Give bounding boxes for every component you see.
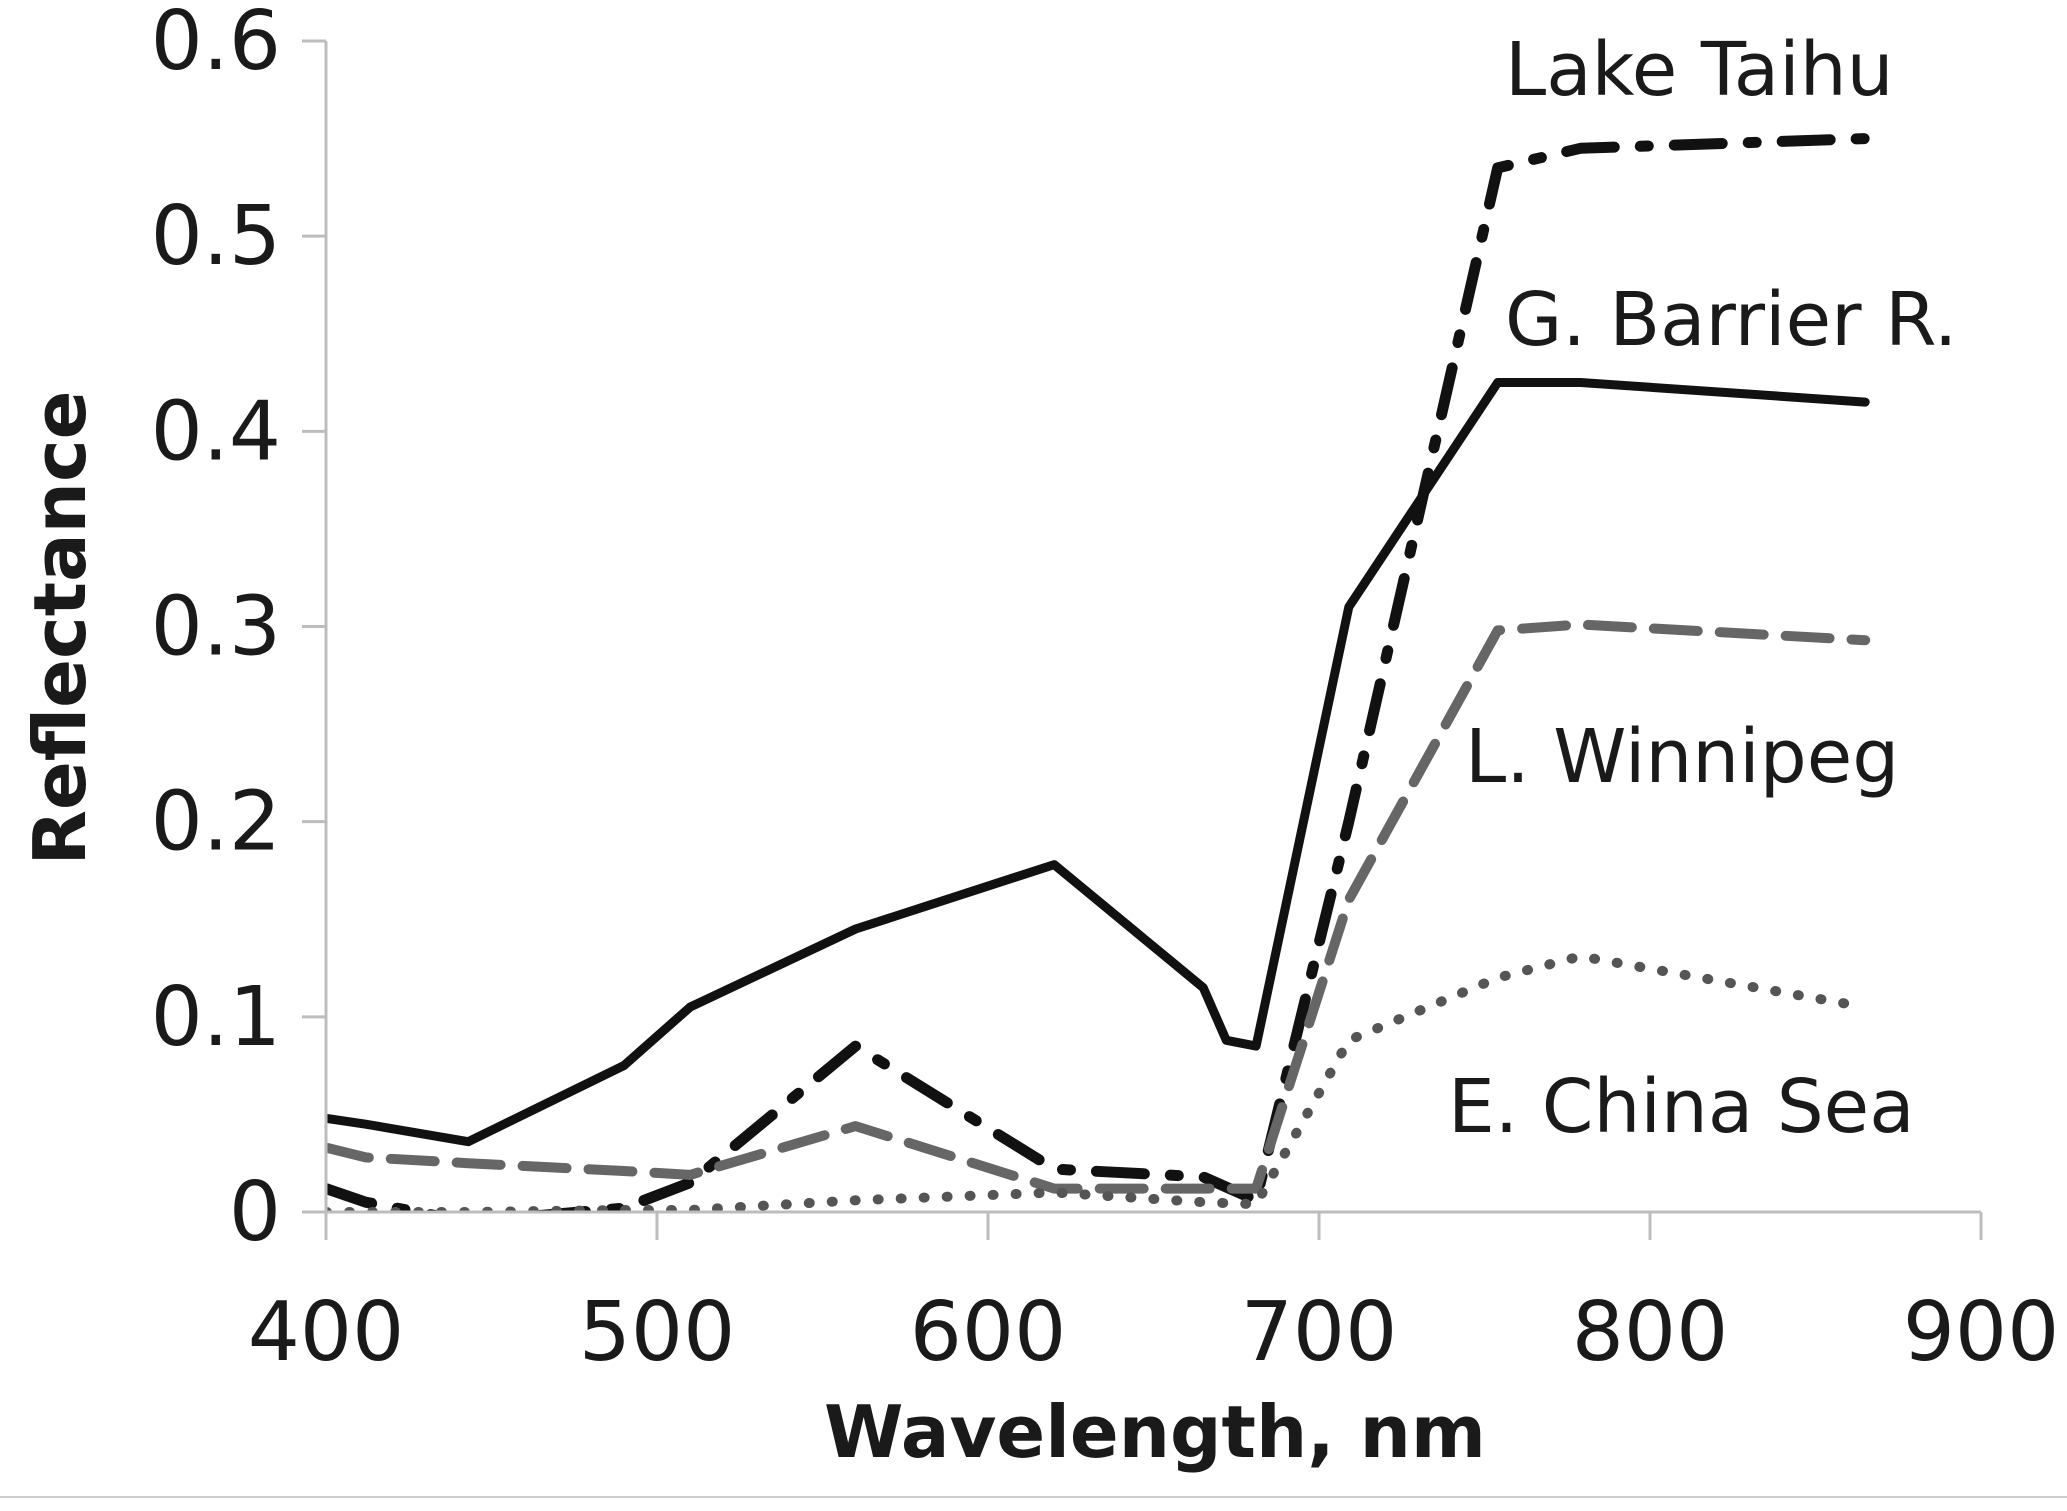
x-tick-label: 400	[248, 1285, 405, 1380]
y-tick-label: 0.5	[151, 189, 281, 284]
series-label: E. China Sea	[1448, 1064, 1915, 1150]
y-tick-label: 0.3	[151, 580, 281, 675]
y-tick-label: 0.2	[151, 775, 281, 870]
y-tick-label: 0.1	[151, 970, 281, 1065]
plot-series	[326, 133, 1871, 1212]
x-tick-label: 500	[579, 1285, 736, 1380]
y-tick-label: 0.4	[151, 384, 281, 479]
series-line-lake-taihu	[326, 133, 1871, 1212]
x-tick-label: 700	[1241, 1285, 1398, 1380]
series-label: Lake Taihu	[1505, 27, 1894, 113]
x-axis-title: Wavelength, nm	[824, 1390, 1486, 1474]
series-label: G. Barrier R.	[1505, 277, 1957, 363]
x-tick-label: 800	[1572, 1285, 1729, 1380]
series-labels: Lake Taihu G. Barrier R. L. Winnipeg E. Chi…	[1448, 27, 1957, 1150]
y-axis-title: Reflectance	[18, 391, 102, 866]
y-tick-label: 0.6	[151, 0, 281, 89]
series-line-l-winnipeg	[326, 619, 1871, 1194]
x-tick-label: 900	[1903, 1285, 2060, 1380]
x-ticks: 400 500 600 700 800 900	[248, 1212, 2060, 1380]
y-tick-label: 0	[229, 1165, 281, 1260]
x-tick-label: 600	[910, 1285, 1067, 1380]
axes: 0 0.1 0.2 0.3 0.4 0.5 0.6 400 500 600 700 800 900	[151, 0, 2060, 1380]
y-ticks: 0 0.1 0.2 0.3 0.4 0.5 0.6	[151, 0, 326, 1260]
series-line-g-barrier-r	[326, 378, 1870, 1147]
series-label: L. Winnipeg	[1465, 714, 1899, 800]
